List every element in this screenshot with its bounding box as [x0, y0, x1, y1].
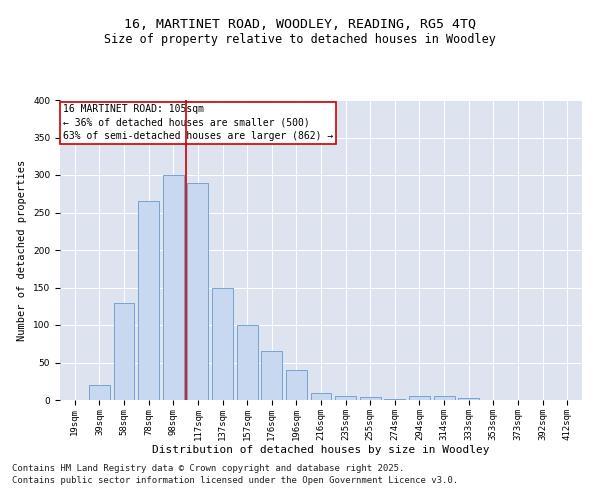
Text: Contains HM Land Registry data © Crown copyright and database right 2025.
Contai: Contains HM Land Registry data © Crown c… [12, 464, 458, 485]
Bar [458, 398, 479, 400]
Text: 16, MARTINET ROAD, WOODLEY, READING, RG5 4TQ: 16, MARTINET ROAD, WOODLEY, READING, RG5… [124, 18, 476, 30]
Bar [335, 396, 356, 400]
Y-axis label: Number of detached properties: Number of detached properties [17, 160, 28, 340]
Bar [385, 399, 406, 400]
Bar [236, 325, 257, 400]
Bar [163, 175, 184, 400]
Bar [286, 370, 307, 400]
Bar [434, 396, 455, 400]
Bar [113, 302, 134, 400]
Bar [360, 397, 381, 400]
Bar [261, 351, 282, 400]
X-axis label: Distribution of detached houses by size in Woodley: Distribution of detached houses by size … [152, 446, 490, 456]
Bar [187, 182, 208, 400]
Text: 16 MARTINET ROAD: 105sqm
← 36% of detached houses are smaller (500)
63% of semi-: 16 MARTINET ROAD: 105sqm ← 36% of detach… [62, 104, 333, 141]
Bar [89, 385, 110, 400]
Bar [212, 288, 233, 400]
Text: Size of property relative to detached houses in Woodley: Size of property relative to detached ho… [104, 32, 496, 46]
Bar [138, 201, 159, 400]
Bar [311, 393, 331, 400]
Bar [409, 396, 430, 400]
